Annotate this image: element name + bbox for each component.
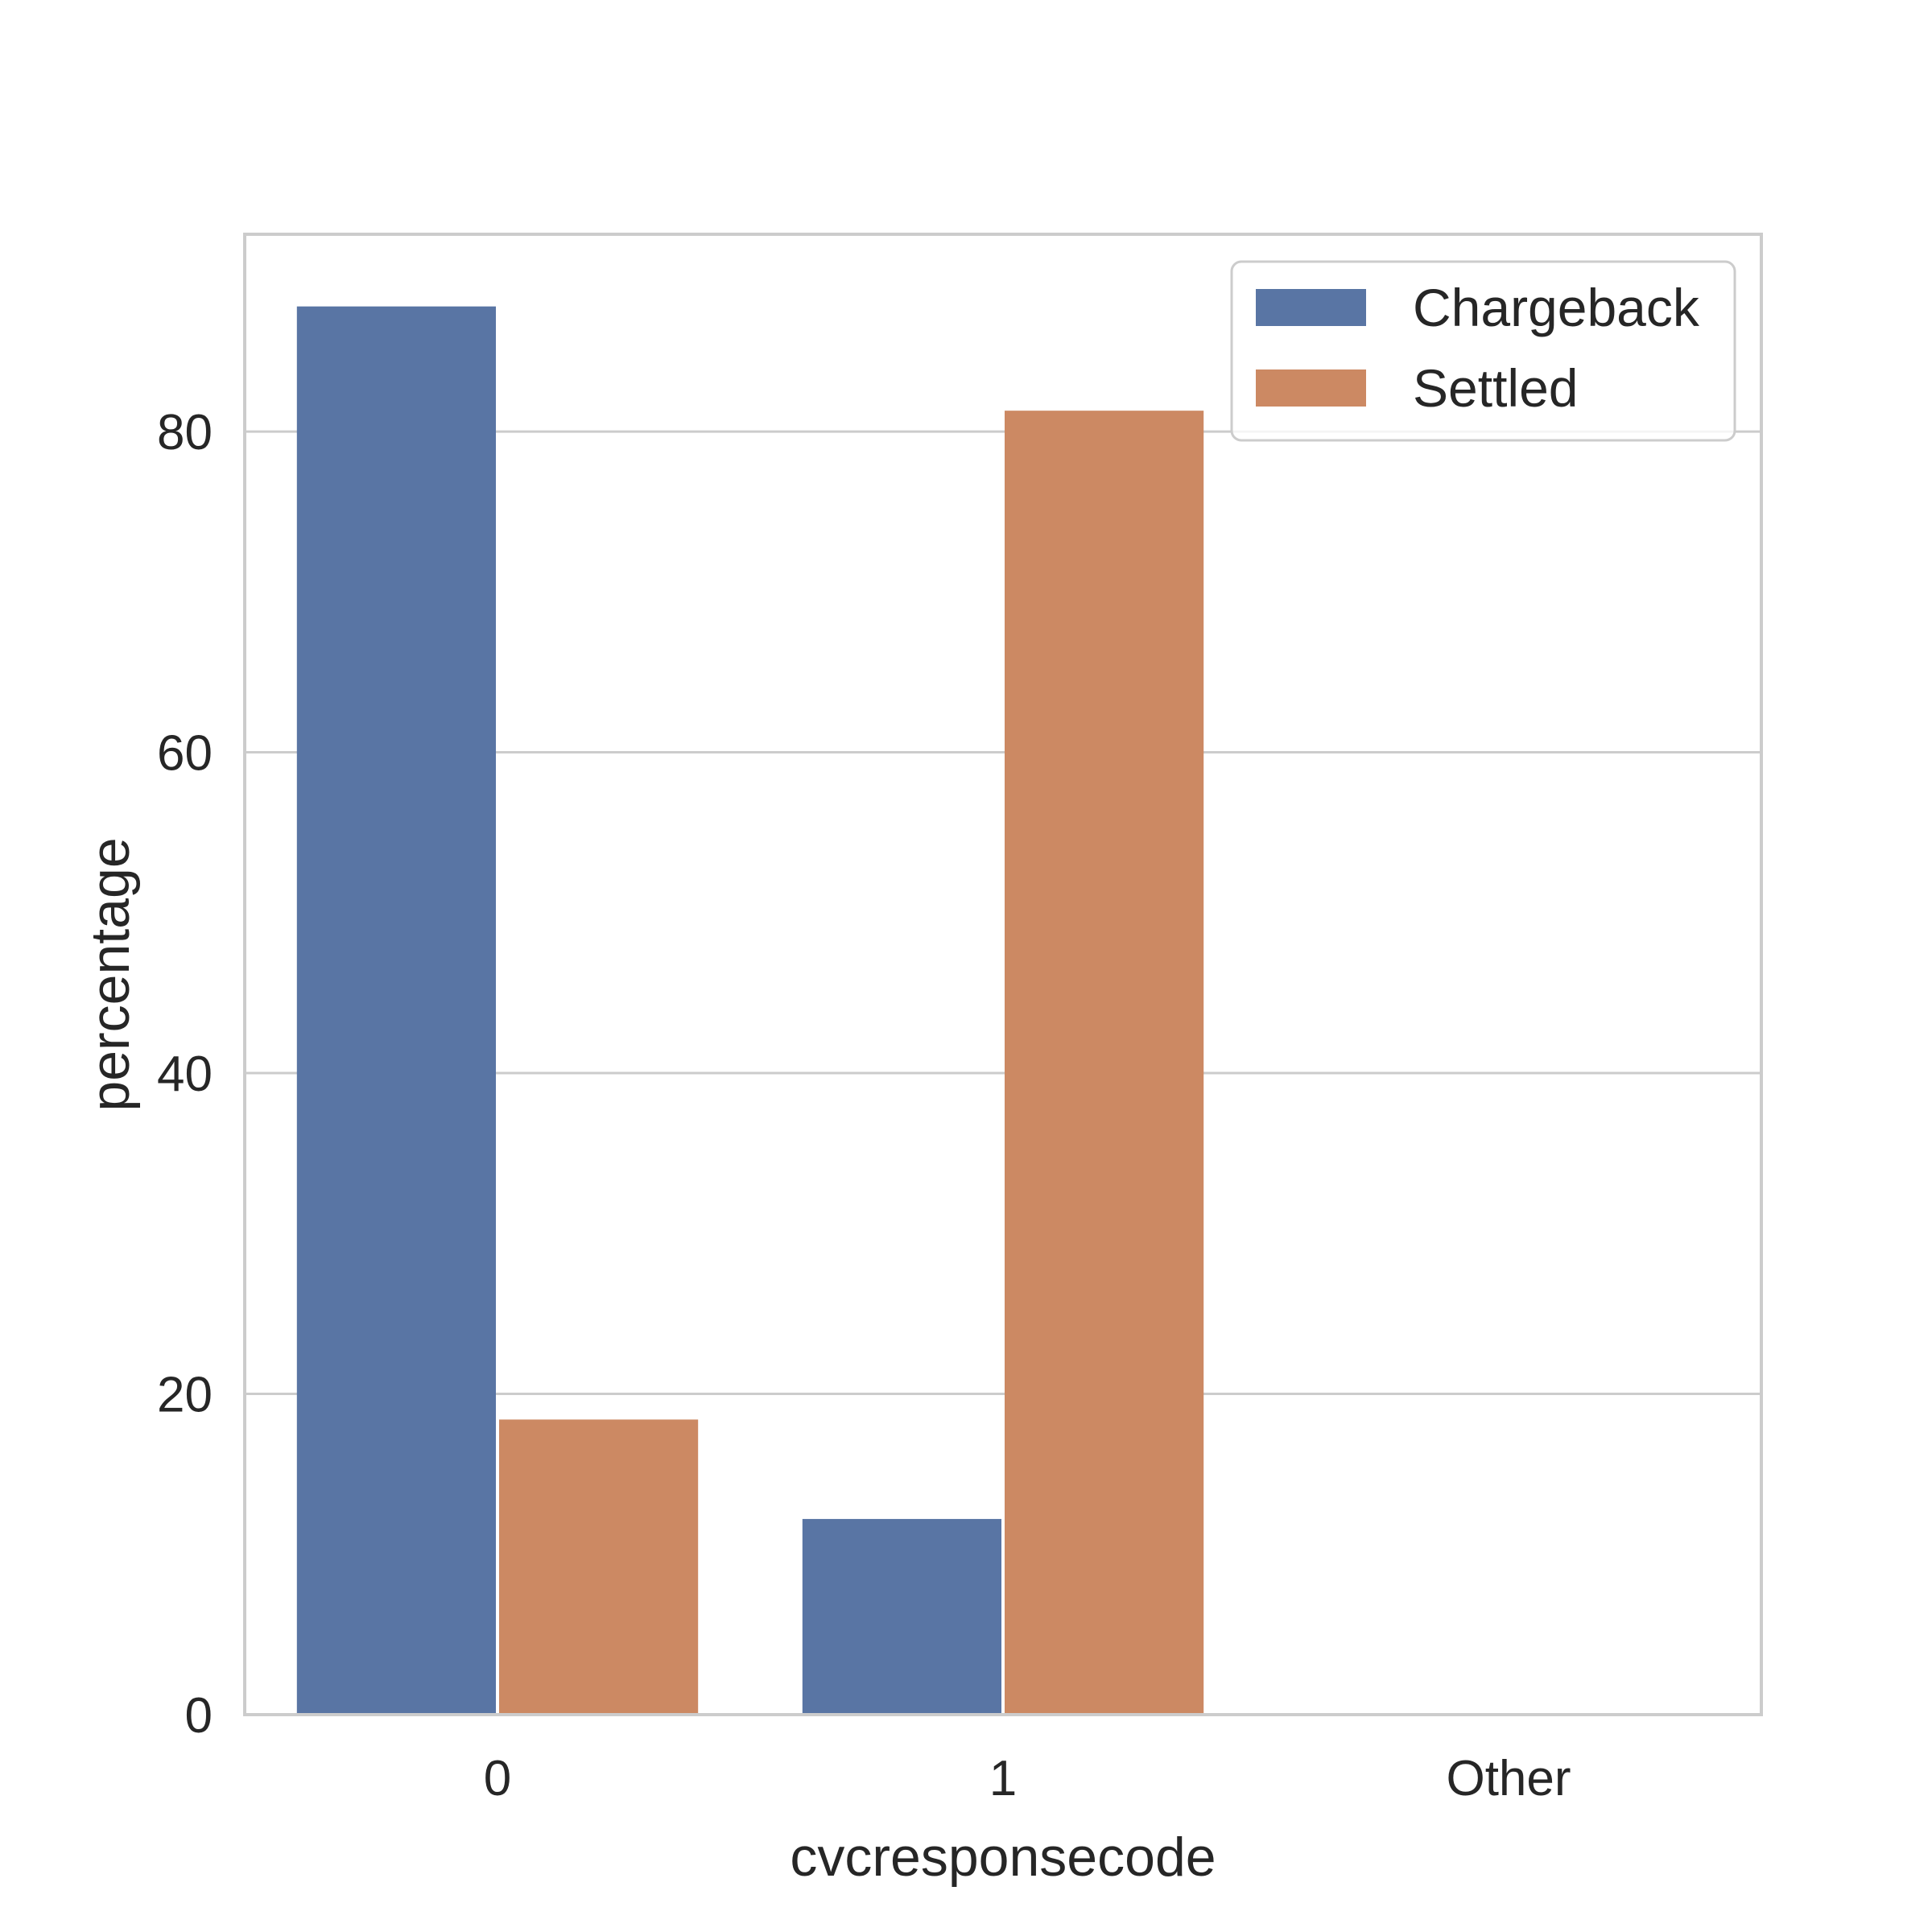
plot-frame (243, 233, 1763, 1716)
bar-settled-0 (499, 1419, 699, 1715)
bar-chargeback-0 (296, 306, 496, 1715)
y-tick-label: 40 (157, 1046, 213, 1102)
bar-chargeback-1 (802, 1518, 1001, 1715)
x-axis-ticks: 0 1 Other (484, 1751, 1571, 1806)
legend-swatch-chargeback (1256, 289, 1366, 326)
bars (296, 306, 1204, 1715)
bar-settled-1 (1005, 411, 1204, 1715)
x-tick-label: 0 (484, 1751, 511, 1806)
legend-swatch-settled (1256, 369, 1366, 407)
legend: Chargeback Settled (1230, 260, 1736, 442)
x-tick-label: 1 (989, 1751, 1017, 1806)
y-tick-label: 0 (185, 1688, 213, 1744)
x-axis-label: cvcresponsecode (790, 1827, 1216, 1888)
y-tick-label: 80 (157, 405, 213, 460)
y-tick-label: 20 (157, 1368, 213, 1423)
y-tick-label: 60 (157, 726, 213, 782)
legend-label-settled: Settled (1413, 358, 1578, 418)
y-axis-ticks: 0 20 40 60 80 (157, 405, 213, 1744)
y-axis-label: percentage (80, 837, 141, 1111)
x-tick-label: Other (1446, 1751, 1571, 1806)
legend-label-chargeback: Chargeback (1413, 278, 1700, 337)
